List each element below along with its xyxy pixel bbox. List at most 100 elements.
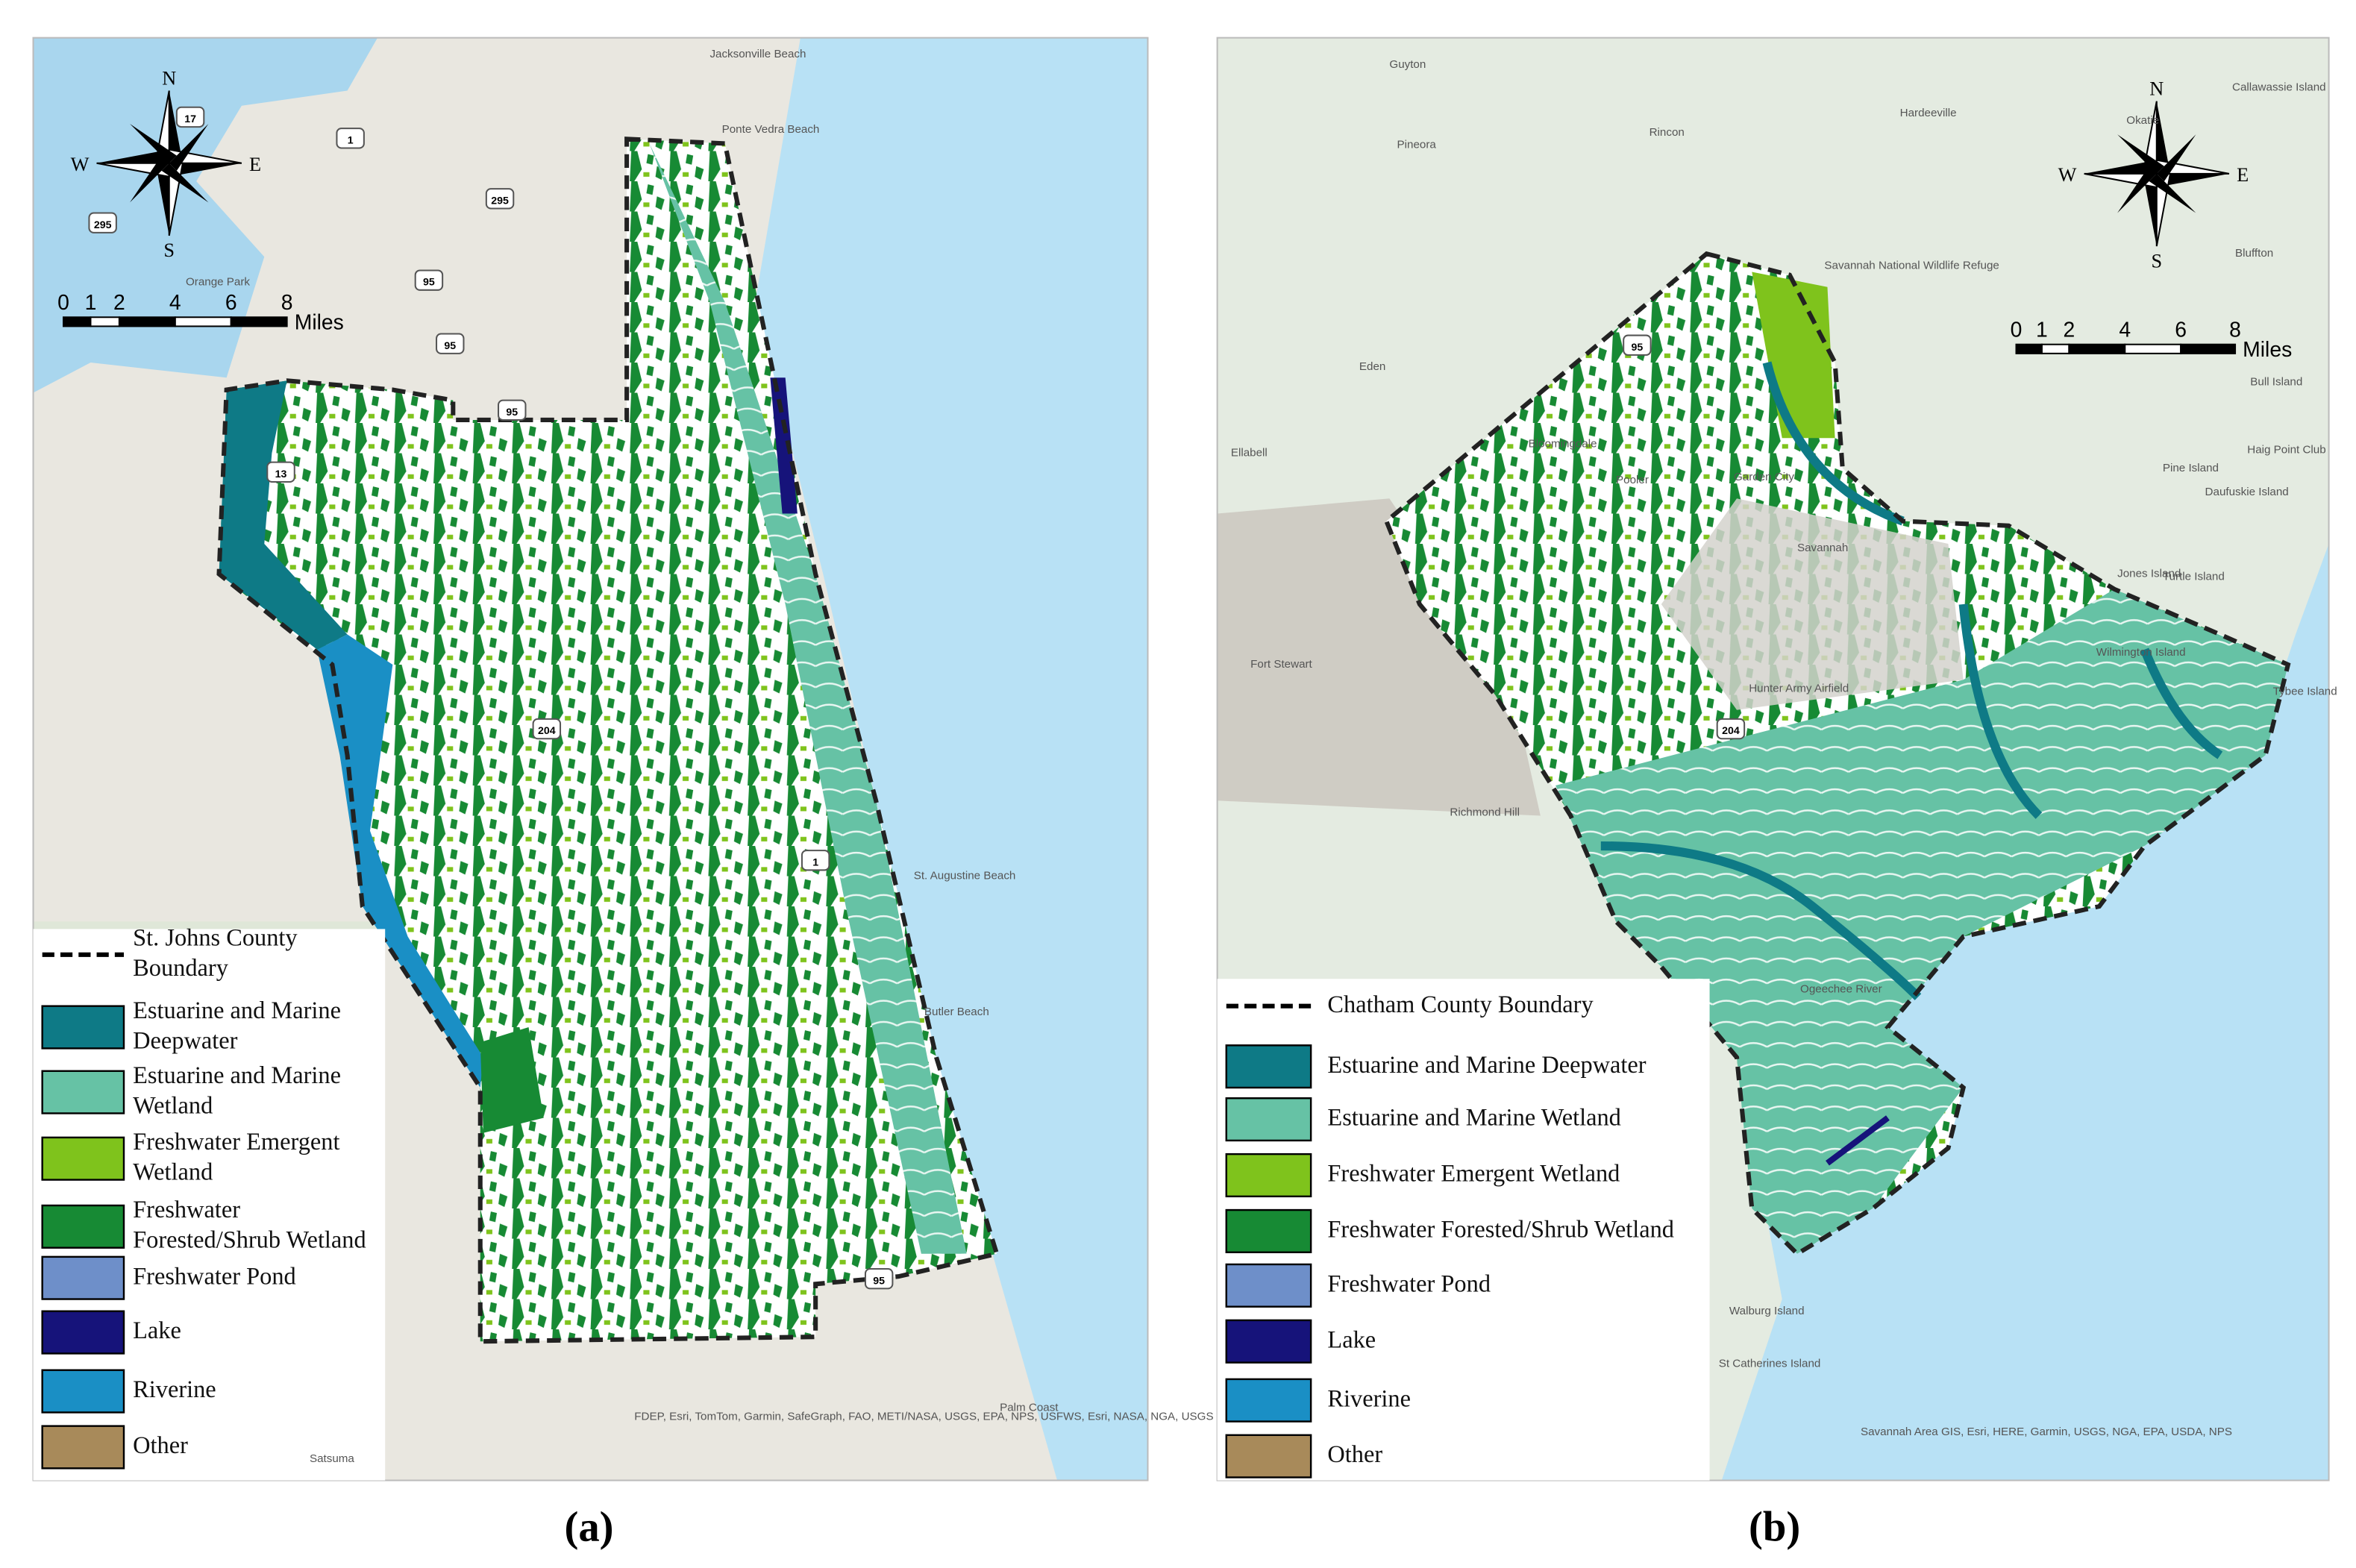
road-shield <box>436 333 465 354</box>
scale-label: 0 <box>2011 319 2023 342</box>
compass-e: E <box>249 154 261 175</box>
legend-swatch <box>1225 1044 1312 1089</box>
scale-label: 6 <box>225 291 237 315</box>
caption: (b) <box>1749 1504 1800 1551</box>
legend-swatch <box>41 1136 125 1181</box>
legend-label: Estuarine and Marine Deepwater <box>1327 1053 1647 1079</box>
place-label: Pine Island <box>2163 462 2219 474</box>
scale-label: 2 <box>2063 319 2075 342</box>
attribution: FDEP, Esri, TomTom, Garmin, SafeGraph, F… <box>634 1411 1213 1423</box>
legend-swatch <box>1225 1378 1312 1423</box>
legend-label: Riverine <box>133 1378 216 1404</box>
scale-label: 4 <box>2119 319 2131 342</box>
place-label: Bluffton <box>2235 247 2273 260</box>
scale-segment <box>2015 343 2043 354</box>
compass-arm <box>169 124 209 171</box>
place-label: Garden City <box>1734 471 1794 483</box>
legend-label: Chatham County Boundary <box>1327 992 1594 1019</box>
scale-label: 4 <box>169 291 181 315</box>
legend-swatch <box>1225 1319 1312 1364</box>
legend-label-box: Freshwater Forested/Shrub Wetland <box>1327 1217 1674 1244</box>
legend-label-box: St. Johns County Boundary <box>133 926 298 982</box>
shield-label: 95 <box>444 340 456 352</box>
scale-label: 0 <box>57 291 69 315</box>
compass-n: N <box>2149 78 2164 100</box>
legend-label-box: Other <box>133 1434 188 1460</box>
scale-label: 8 <box>281 291 293 315</box>
place-label: Pooler <box>1616 474 1649 486</box>
shield-label: 204 <box>538 725 556 737</box>
legend-label: Freshwater Forested/Shrub Wetland <box>1327 1217 1674 1244</box>
legend-label-box: Estuarine and Marine Deepwater <box>133 999 341 1055</box>
legend-label: Other <box>1327 1443 1383 1469</box>
legend-label: St. Johns County Boundary <box>133 926 298 982</box>
place-label: Butler Beach <box>924 1006 989 1018</box>
place-label: Jacksonville Beach <box>709 48 806 60</box>
legend-label-box: Estuarine and Marine Wetland <box>1327 1106 1621 1132</box>
road-shield <box>498 399 527 421</box>
compass-arm <box>2156 173 2229 188</box>
compass-arm <box>2149 173 2196 213</box>
legend-label: Other <box>133 1434 188 1460</box>
shield-label: 17 <box>184 113 196 125</box>
legend-label: Estuarine and Marine Wetland <box>1327 1106 1621 1132</box>
legend-swatch <box>1225 1434 1312 1478</box>
legend-label-box: Freshwater Pond <box>133 1264 296 1290</box>
scale-segment <box>118 316 176 327</box>
place-label: Richmond Hill <box>1450 806 1520 819</box>
scale-label: 1 <box>2036 319 2048 342</box>
road-shield <box>175 106 205 128</box>
compass-arm <box>2084 160 2157 174</box>
shield-label: 95 <box>423 277 435 289</box>
scale-label: 1 <box>85 291 97 315</box>
legend-label-box: Riverine <box>1327 1387 1411 1412</box>
place-label: Jones Island <box>2117 568 2181 580</box>
compass-arm <box>169 163 242 177</box>
legend-label: Freshwater Emergent Wetland <box>133 1130 340 1186</box>
attribution: Savannah Area GIS, Esri, HERE, Garmin, U… <box>1861 1426 2232 1438</box>
place-label: Turtle Island <box>2163 571 2225 583</box>
place-label: Savannah National Wildlife Refuge <box>1824 259 1999 272</box>
place-label: Pineora <box>1397 138 1437 151</box>
place-label: St Catherines Island <box>1719 1358 1821 1370</box>
scale-unit: Miles <box>295 310 344 334</box>
road-shield <box>1623 334 1652 356</box>
place-label: Eden <box>1359 360 1385 373</box>
road-shield <box>801 850 830 871</box>
compass-s: S <box>163 239 175 261</box>
legend-swatch <box>1225 1153 1312 1198</box>
shield-label: 295 <box>491 195 509 207</box>
legend-label-box: Lake <box>1327 1328 1376 1353</box>
place-label: Daufuskie Island <box>2205 486 2289 498</box>
compass <box>96 90 242 236</box>
compass-w: W <box>2058 164 2077 186</box>
legend-swatch <box>41 1204 125 1249</box>
legend-label: Estuarine and Marine Deepwater <box>133 999 341 1055</box>
scale-segment <box>2180 343 2237 354</box>
legend-label-box: Freshwater Emergent Wetland <box>133 1130 340 1186</box>
legend-label-box: Lake <box>133 1319 181 1344</box>
place-label: Satsuma <box>310 1452 354 1465</box>
legend-label: Freshwater Forested/Shrub Wetland <box>133 1198 366 1254</box>
legend-label-box: Freshwater Forested/Shrub Wetland <box>133 1198 366 1254</box>
place-label: Hardeeville <box>1900 107 1957 119</box>
scale-label: 6 <box>2175 319 2187 342</box>
legend-swatch <box>1225 1097 1312 1142</box>
place-label: Ogeechee River <box>1800 982 1882 995</box>
shield-label: 95 <box>873 1275 885 1287</box>
legend-label-box: Riverine <box>133 1378 216 1404</box>
compass-arm <box>161 163 209 203</box>
frame-a <box>32 37 1149 1481</box>
legend-label-box: Chatham County Boundary <box>1327 992 1594 1019</box>
place-label: Callawassie Island <box>2232 81 2326 94</box>
road-shield <box>414 269 444 291</box>
compass-arm <box>130 155 169 203</box>
road-shield <box>532 718 562 740</box>
compass-arm <box>2117 134 2164 174</box>
scale-label: 2 <box>113 291 125 315</box>
place-label: Guyton <box>1389 58 1426 71</box>
road-shield <box>88 212 117 233</box>
compass-arm <box>155 163 169 236</box>
compass-arm <box>2156 134 2196 182</box>
